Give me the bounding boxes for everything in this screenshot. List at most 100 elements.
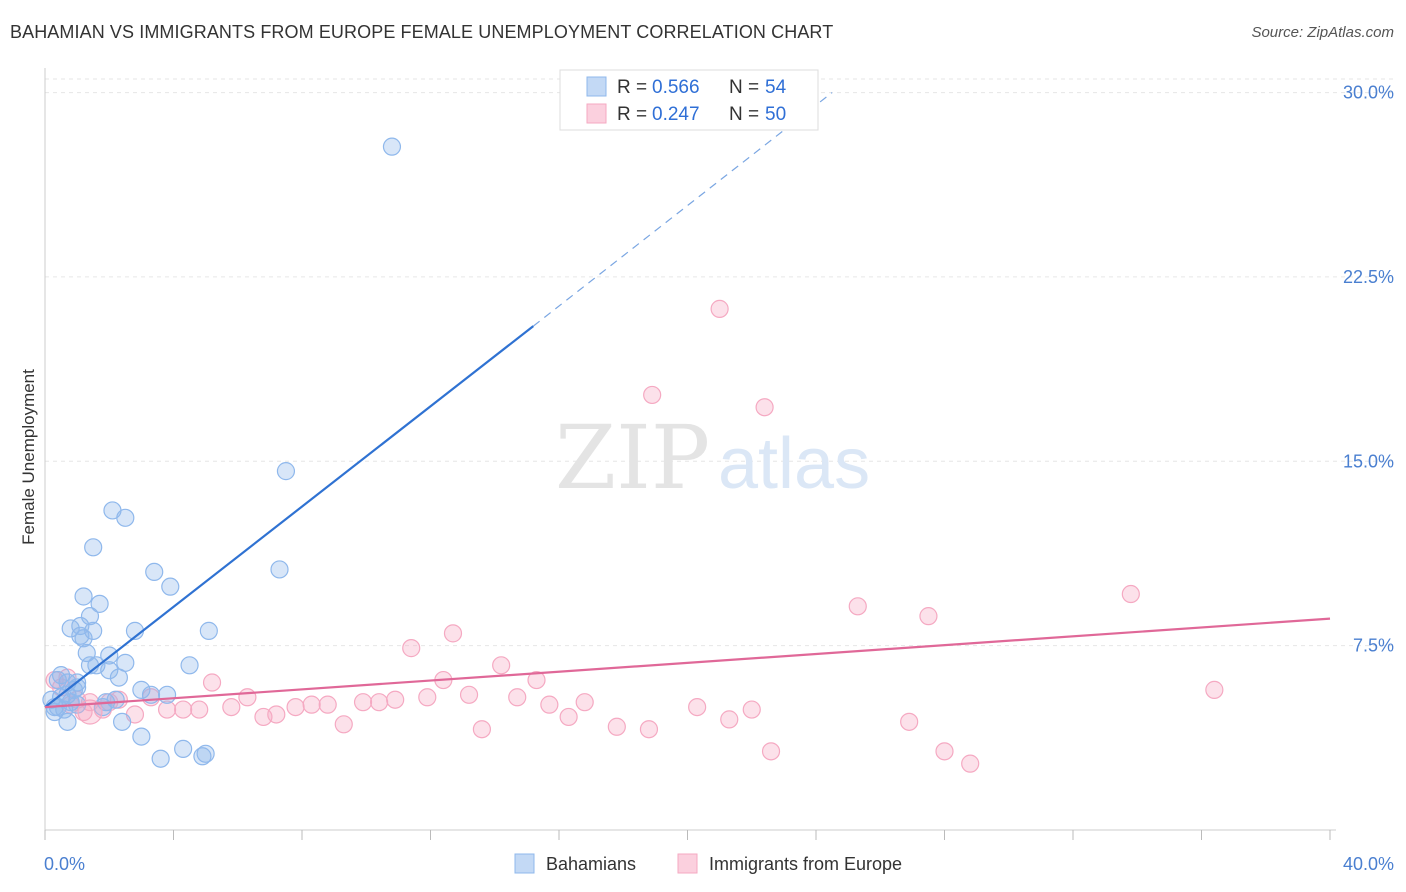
point-bahamians[interactable]	[145, 562, 164, 582]
point-europe[interactable]	[157, 700, 177, 719]
point-europe[interactable]	[353, 693, 373, 712]
x-ticks	[44, 830, 1331, 840]
point-bahamians[interactable]	[112, 712, 132, 731]
point-europe[interactable]	[643, 385, 662, 405]
point-bahamians[interactable]	[90, 594, 109, 613]
point-europe[interactable]	[710, 299, 729, 318]
point-europe[interactable]	[1205, 680, 1224, 699]
point-bahamians[interactable]	[157, 685, 177, 704]
point-bahamians[interactable]	[161, 577, 180, 596]
point-bahamians[interactable]	[116, 653, 135, 672]
data-points	[42, 137, 1224, 773]
point-europe[interactable]	[527, 670, 546, 690]
point-europe[interactable]	[402, 639, 421, 658]
point-europe[interactable]	[607, 717, 626, 736]
point-bahamians[interactable]	[151, 749, 170, 768]
point-bahamians[interactable]	[196, 744, 215, 763]
point-europe[interactable]	[742, 700, 761, 719]
point-europe[interactable]	[1121, 584, 1140, 604]
axes	[44, 68, 1336, 831]
point-bahamians[interactable]	[84, 538, 103, 557]
point-bahamians[interactable]	[84, 621, 103, 640]
point-europe[interactable]	[755, 398, 774, 417]
stats-legend-swatch-europe	[586, 103, 607, 124]
legend-label-bahamians[interactable]: Bahamians	[546, 854, 636, 874]
point-bahamians[interactable]	[132, 680, 151, 699]
trend-lines	[44, 92, 1331, 709]
point-bahamians[interactable]	[80, 607, 100, 626]
point-bahamians[interactable]	[180, 656, 199, 675]
point-bahamians[interactable]	[270, 560, 289, 579]
point-bahamians[interactable]	[100, 661, 119, 680]
point-bahamians[interactable]	[116, 508, 135, 527]
y-tick-label: 22.5%	[1343, 267, 1394, 287]
point-europe-cluster[interactable]	[77, 699, 103, 725]
legend-label-europe[interactable]: Immigrants from Europe	[709, 854, 902, 874]
point-europe[interactable]	[386, 690, 405, 709]
point-europe[interactable]	[190, 700, 209, 719]
point-europe[interactable]	[418, 688, 437, 707]
point-europe[interactable]	[761, 742, 781, 761]
trend-line-bahamians-extension	[532, 92, 833, 327]
stats-legend-r-label-2: R =	[617, 104, 647, 125]
point-bahamians[interactable]	[382, 137, 402, 156]
legend-swatch-bahamians[interactable]	[514, 853, 535, 874]
x-tick-label-40: 40.0%	[1343, 854, 1394, 874]
point-europe[interactable]	[559, 707, 578, 727]
stats-legend-n-label-2: N =	[729, 104, 759, 125]
point-europe[interactable]	[267, 705, 286, 724]
stats-legend-r-label-1: R =	[617, 77, 647, 98]
point-europe[interactable]	[286, 697, 305, 717]
point-bahamians[interactable]	[199, 621, 218, 640]
point-europe[interactable]	[318, 695, 337, 714]
stats-legend-r-value-2: 0.247	[652, 104, 700, 125]
point-europe[interactable]	[575, 693, 594, 712]
point-europe[interactable]	[900, 712, 919, 731]
x-tick-label-max: 40.0%	[1343, 854, 1394, 874]
trend-line-bahamians	[44, 325, 534, 708]
point-bahamians[interactable]	[51, 666, 71, 685]
stats-legend-n-label-1: N =	[729, 77, 759, 98]
point-europe[interactable]	[472, 720, 491, 739]
watermark-zip: ZIP	[555, 406, 710, 509]
point-europe[interactable]	[334, 715, 353, 734]
stats-legend-n-value-2: 50	[765, 104, 786, 125]
point-europe[interactable]	[688, 697, 707, 717]
point-europe[interactable]	[202, 673, 222, 692]
point-bahamians[interactable]	[174, 739, 193, 758]
point-europe[interactable]	[848, 597, 867, 616]
point-europe[interactable]	[961, 754, 980, 773]
trend-line-europe	[44, 617, 1331, 709]
point-europe[interactable]	[238, 688, 257, 707]
point-europe[interactable]	[370, 693, 389, 712]
y-tick-labels: 7.5% 15.0% 22.5% 30.0%	[1343, 83, 1394, 656]
point-bahamians[interactable]	[58, 712, 77, 731]
point-europe[interactable]	[174, 700, 193, 719]
point-europe[interactable]	[492, 656, 511, 675]
point-europe[interactable]	[720, 710, 739, 729]
point-bahamians[interactable]	[132, 727, 151, 746]
point-europe[interactable]	[459, 685, 479, 704]
point-bahamians[interactable]	[193, 747, 212, 766]
grid-lines	[45, 78, 1394, 647]
watermark-atlas: atlas	[718, 424, 870, 504]
point-europe[interactable]	[508, 688, 527, 707]
x-tick-label-min: 0.0%	[44, 854, 85, 874]
point-europe[interactable]	[302, 695, 321, 714]
y-axis-label: Female Unemployment	[19, 369, 38, 545]
legend-swatch-europe[interactable]	[677, 853, 698, 874]
chart-title: BAHAMIAN VS IMMIGRANTS FROM EUROPE FEMAL…	[10, 22, 834, 42]
stats-legend-n-value-1: 54	[765, 77, 787, 98]
point-europe[interactable]	[919, 607, 938, 626]
point-bahamians[interactable]	[276, 462, 296, 481]
point-europe[interactable]	[540, 695, 559, 714]
stats-legend-r-value-1: 0.566	[652, 77, 700, 98]
point-europe[interactable]	[443, 624, 463, 643]
point-bahamians[interactable]	[74, 587, 93, 606]
point-europe[interactable]	[222, 697, 241, 717]
x-tick-label-0: 0.0%	[44, 854, 85, 874]
point-bahamians[interactable]	[74, 629, 93, 648]
point-europe[interactable]	[639, 720, 659, 739]
point-europe[interactable]	[935, 742, 954, 761]
